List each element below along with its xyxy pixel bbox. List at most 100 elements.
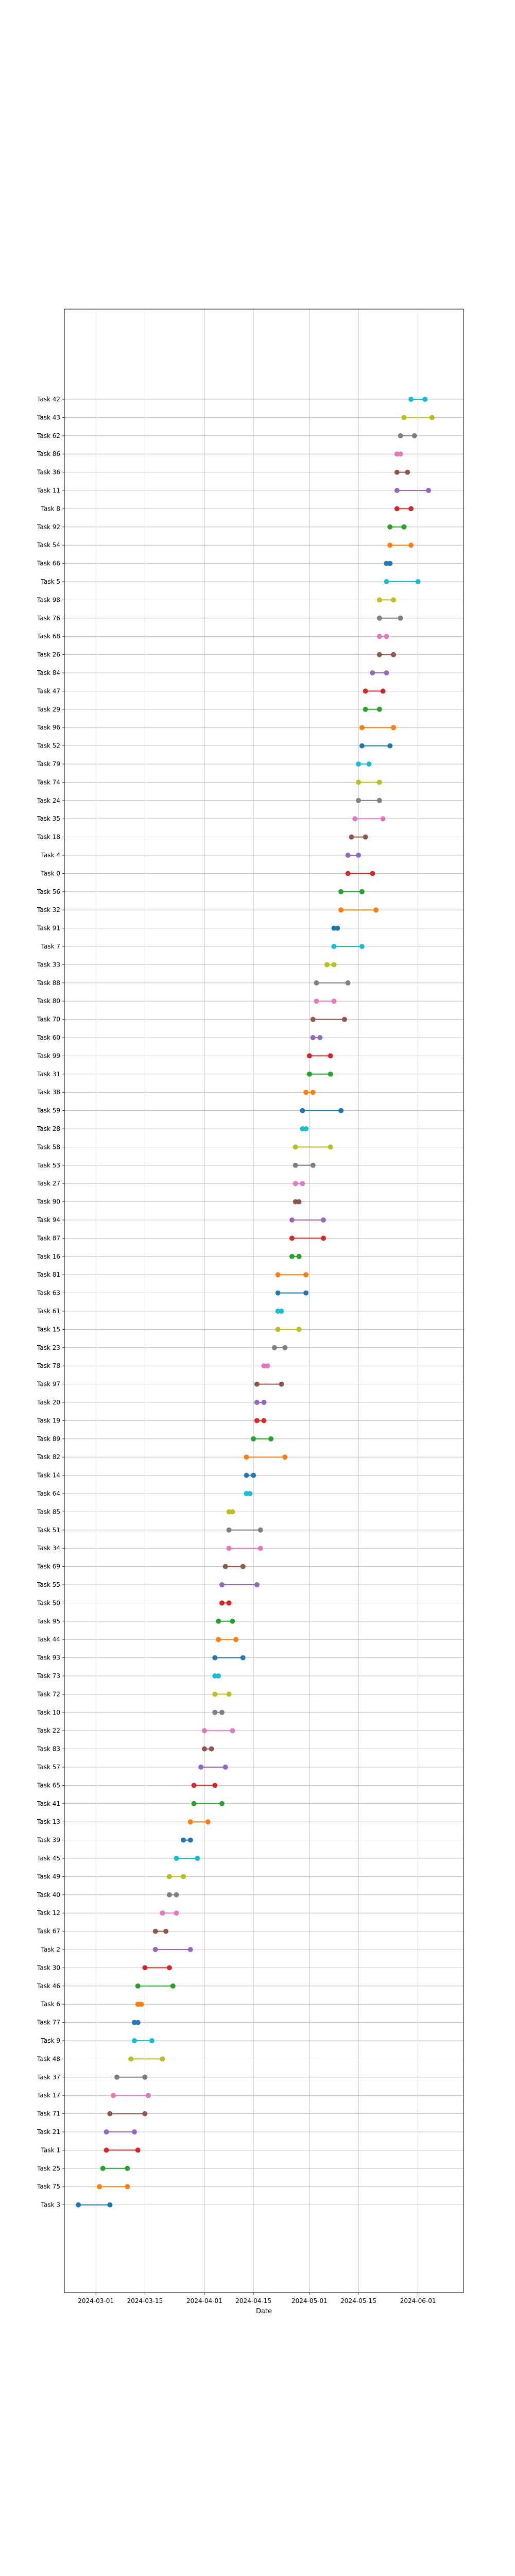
task-end-point — [146, 2093, 151, 2098]
y-tick-label: Task 78 — [37, 1362, 60, 1369]
task-dumbbell — [356, 779, 382, 785]
y-tick-label: Task 44 — [37, 1636, 60, 1643]
y-tick-label: Task 79 — [37, 760, 60, 768]
task-dumbbell — [394, 451, 403, 457]
task-dumbbell — [174, 1856, 200, 1861]
task-dumbbell — [251, 1436, 274, 1442]
task-start-point — [303, 1090, 309, 1095]
task-end-point — [170, 1983, 176, 1989]
plot-frame — [64, 309, 464, 2293]
task-start-point — [174, 1856, 179, 1861]
task-dumbbell — [226, 1546, 263, 1551]
y-tick-label: Task 15 — [37, 1326, 60, 1333]
task-dumbbell — [345, 871, 375, 876]
task-start-point — [289, 1217, 295, 1223]
y-tick-label: Task 19 — [37, 1417, 60, 1424]
task-end-point — [254, 1582, 260, 1587]
y-tick-label: Task 54 — [37, 541, 60, 549]
task-start-point — [275, 1290, 281, 1296]
task-end-point — [363, 834, 368, 840]
y-tick-label: Task 12 — [37, 1909, 60, 1917]
task-dumbbell — [76, 2202, 113, 2208]
task-end-point — [216, 1673, 221, 1679]
y-tick-label: Task 64 — [37, 1490, 60, 1497]
y-tick-label: Task 75 — [37, 2183, 60, 2190]
task-dumbbell — [222, 1564, 246, 1569]
y-tick-label: Task 38 — [37, 1089, 60, 1096]
task-dumbbell — [198, 1765, 228, 1770]
task-start-point — [376, 652, 382, 657]
task-start-point — [306, 1071, 312, 1077]
y-tick-label: Task 95 — [37, 1618, 60, 1625]
task-end-point — [247, 1491, 253, 1496]
task-dumbbell — [275, 1327, 302, 1332]
y-tick-label: Task 31 — [37, 1071, 60, 1078]
task-end-point — [429, 415, 435, 420]
task-dumbbell — [303, 1090, 316, 1095]
task-end-point — [131, 2129, 137, 2134]
task-end-point — [230, 1618, 235, 1624]
task-dumbbell — [114, 2074, 148, 2080]
task-dumbbell — [187, 1819, 211, 1825]
y-tick-label: Task 8 — [41, 505, 60, 512]
task-end-point — [282, 1454, 288, 1460]
task-dumbbell — [191, 1801, 225, 1806]
task-dumbbell — [254, 1381, 284, 1387]
y-tick-label: Task 74 — [37, 778, 60, 786]
task-end-point — [391, 725, 397, 731]
y-tick-label: Task 77 — [37, 2019, 60, 2026]
task-dumbbell — [352, 816, 386, 822]
task-start-point — [331, 944, 337, 949]
y-tick-label: Task 10 — [37, 1709, 60, 1716]
task-dumbbell — [293, 1199, 302, 1205]
task-dumbbell — [306, 1053, 333, 1059]
task-end-point — [296, 1327, 302, 1332]
task-end-point — [149, 2038, 154, 2043]
task-start-point — [359, 743, 365, 749]
task-start-point — [387, 524, 393, 530]
y-tick-label: Task 83 — [37, 1745, 60, 1753]
task-end-point — [142, 2111, 148, 2116]
task-start-point — [152, 1928, 158, 1934]
y-tick-label: Task 4 — [41, 852, 60, 859]
task-start-point — [160, 1910, 165, 1916]
task-end-point — [209, 1746, 214, 1752]
task-dumbbell — [142, 1965, 172, 1971]
task-dumbbell — [310, 1016, 347, 1022]
x-tick-label: 2024-03-15 — [127, 2297, 163, 2304]
task-start-point — [100, 2165, 106, 2171]
task-end-point — [195, 1856, 200, 1861]
task-end-point — [174, 1892, 179, 1897]
task-dumbbell — [100, 2165, 130, 2171]
task-end-point — [107, 2202, 113, 2208]
task-end-point — [205, 1819, 211, 1825]
y-tick-label: Task 28 — [37, 1125, 60, 1132]
task-start-point — [254, 1400, 260, 1405]
task-end-point — [411, 433, 417, 438]
task-end-point — [408, 543, 414, 548]
task-dumbbell — [254, 1418, 267, 1423]
task-end-point — [300, 1181, 305, 1187]
task-end-point — [405, 469, 410, 475]
task-dumbbell — [387, 524, 407, 530]
y-tick-label: Task 94 — [37, 1216, 60, 1224]
task-start-point — [275, 1327, 281, 1332]
task-dumbbell — [363, 706, 382, 712]
y-tick-label: Task 65 — [37, 1782, 60, 1789]
task-start-point — [293, 1144, 298, 1150]
y-tick-label: Task 9 — [41, 2037, 60, 2044]
task-dumbbell — [201, 1728, 235, 1734]
task-end-point — [279, 1381, 284, 1387]
task-end-point — [401, 524, 407, 530]
task-dumbbell — [349, 834, 368, 840]
task-dumbbell — [271, 1345, 288, 1350]
task-end-point — [345, 980, 351, 986]
task-start-point — [142, 1965, 148, 1971]
task-dumbbell — [359, 725, 397, 731]
y-tick-label: Task 81 — [37, 1271, 60, 1278]
task-start-point — [104, 2147, 109, 2153]
y-tick-label: Task 3 — [41, 2201, 60, 2209]
y-tick-label: Task 87 — [37, 1234, 60, 1242]
task-dumbbell — [226, 1509, 235, 1515]
